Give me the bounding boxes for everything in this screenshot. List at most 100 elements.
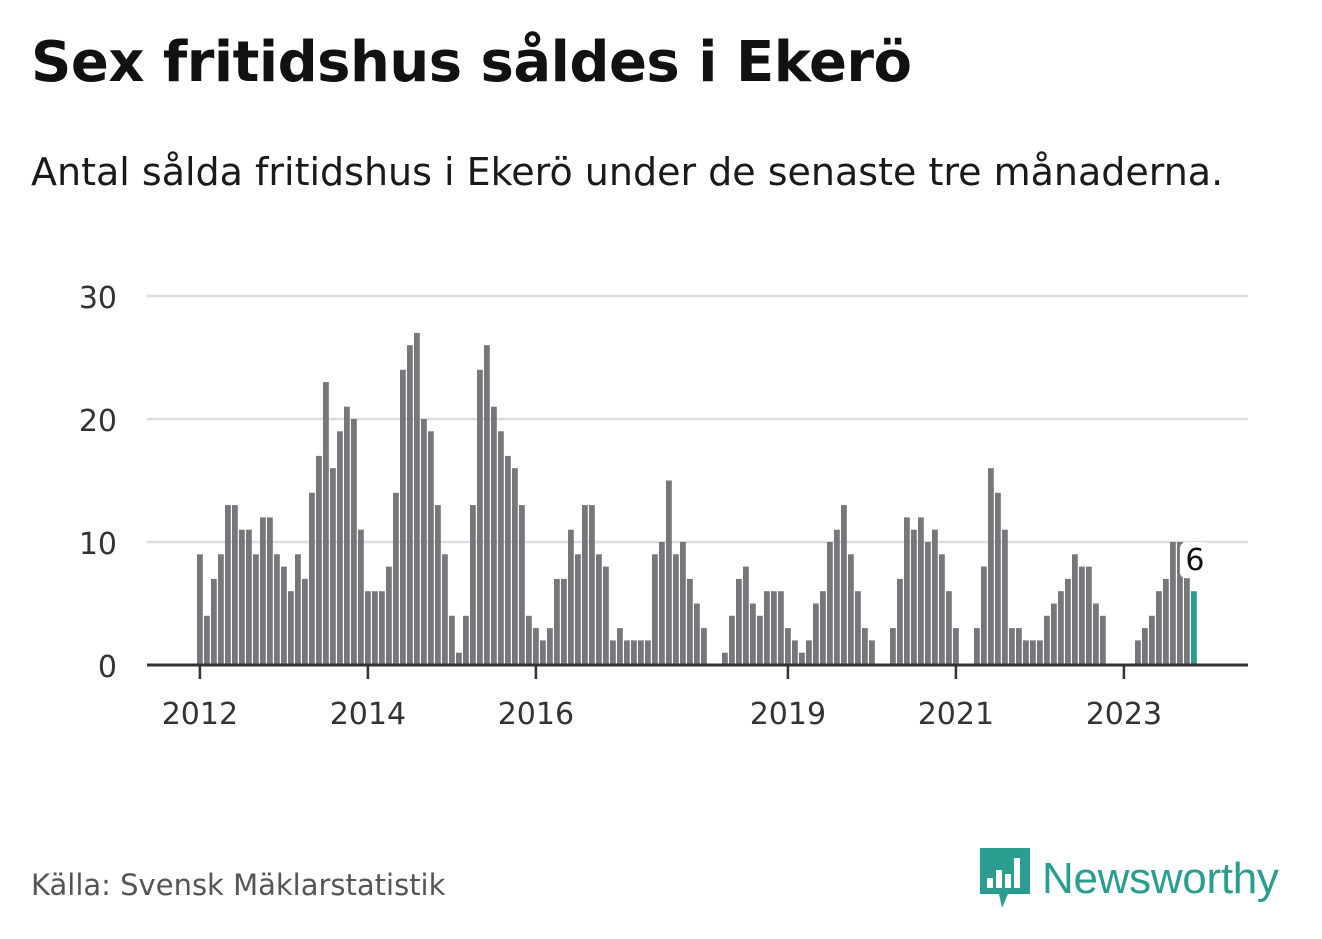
bar <box>778 591 784 665</box>
bar <box>274 554 280 665</box>
bar <box>1149 615 1155 665</box>
bar <box>890 628 896 665</box>
bar <box>659 542 665 665</box>
bar <box>498 431 504 665</box>
bar <box>582 505 588 665</box>
bar <box>519 505 525 665</box>
bar <box>701 628 707 665</box>
bar <box>526 615 532 665</box>
bar <box>204 615 210 665</box>
bar <box>729 615 735 665</box>
chart-subtitle: Antal sålda fritidshus i Ekerö under de … <box>31 150 1224 194</box>
bar <box>673 554 679 665</box>
bar <box>897 578 903 665</box>
bar <box>239 529 245 665</box>
bar <box>1030 640 1036 665</box>
bar <box>687 578 693 665</box>
bar <box>218 554 224 665</box>
bar <box>1065 578 1071 665</box>
bar <box>379 591 385 665</box>
bar <box>484 345 490 665</box>
bar <box>309 492 315 665</box>
bar-chart: 0 10 20 30 2012 2014 2016 2019 2021 2023 6 <box>79 281 1248 732</box>
bar-highlight <box>1191 591 1197 665</box>
bar <box>400 369 406 665</box>
bar <box>666 480 672 665</box>
x-tick-label: 2012 <box>162 697 238 732</box>
bar <box>820 591 826 665</box>
x-tick-label: 2014 <box>330 697 406 732</box>
bar <box>386 566 392 665</box>
bar <box>302 578 308 665</box>
bar <box>372 591 378 665</box>
bar <box>827 542 833 665</box>
bar <box>463 615 469 665</box>
source-note: Källa: Svensk Mäklarstatistik <box>31 868 446 902</box>
bar <box>988 468 994 665</box>
bar <box>533 628 539 665</box>
bar <box>722 652 728 665</box>
x-tick-label: 2023 <box>1086 697 1162 732</box>
bar <box>694 603 700 665</box>
bar <box>491 406 497 665</box>
bar <box>512 468 518 665</box>
bar <box>603 566 609 665</box>
newsworthy-logo-icon <box>980 848 1030 908</box>
bar <box>1002 529 1008 665</box>
bar <box>1100 615 1106 665</box>
bar <box>1177 542 1183 665</box>
chart-title: Sex fritidshus såldes i Ekerö <box>31 30 912 95</box>
bar <box>288 591 294 665</box>
bar <box>855 591 861 665</box>
bar <box>435 505 441 665</box>
bar <box>806 640 812 665</box>
bar <box>638 640 644 665</box>
y-tick-label: 30 <box>79 281 117 316</box>
bar <box>540 640 546 665</box>
bar <box>442 554 448 665</box>
bar <box>1044 615 1050 665</box>
bar <box>680 542 686 665</box>
bar <box>1072 554 1078 665</box>
bar <box>834 529 840 665</box>
bar <box>631 640 637 665</box>
bar <box>351 419 357 665</box>
bar <box>792 640 798 665</box>
bar <box>869 640 875 665</box>
bar <box>589 505 595 665</box>
bar <box>470 505 476 665</box>
bar <box>554 578 560 665</box>
bar <box>1142 628 1148 665</box>
bar <box>267 517 273 665</box>
bar <box>225 505 231 665</box>
bar <box>925 542 931 665</box>
bar <box>505 455 511 665</box>
bar <box>645 640 651 665</box>
bar <box>323 382 329 665</box>
bar <box>575 554 581 665</box>
bar <box>1184 566 1190 665</box>
bar <box>1037 640 1043 665</box>
y-tick-label: 0 <box>98 650 117 685</box>
y-tick-label: 10 <box>79 527 117 562</box>
bar <box>904 517 910 665</box>
bar <box>813 603 819 665</box>
bar <box>568 529 574 665</box>
bar <box>561 578 567 665</box>
bar <box>337 431 343 665</box>
bar <box>848 554 854 665</box>
bar <box>981 566 987 665</box>
bar <box>547 628 553 665</box>
data-label-background <box>1179 542 1210 579</box>
brand-name: Newsworthy <box>1042 854 1279 903</box>
bar <box>911 529 917 665</box>
bar <box>757 615 763 665</box>
bar <box>421 419 427 665</box>
bar <box>1135 640 1141 665</box>
bar <box>344 406 350 665</box>
bar <box>596 554 602 665</box>
bar <box>477 369 483 665</box>
bar <box>1086 566 1092 665</box>
bar <box>253 554 259 665</box>
newsworthy-logo[interactable]: Newsworthy <box>980 848 1279 910</box>
